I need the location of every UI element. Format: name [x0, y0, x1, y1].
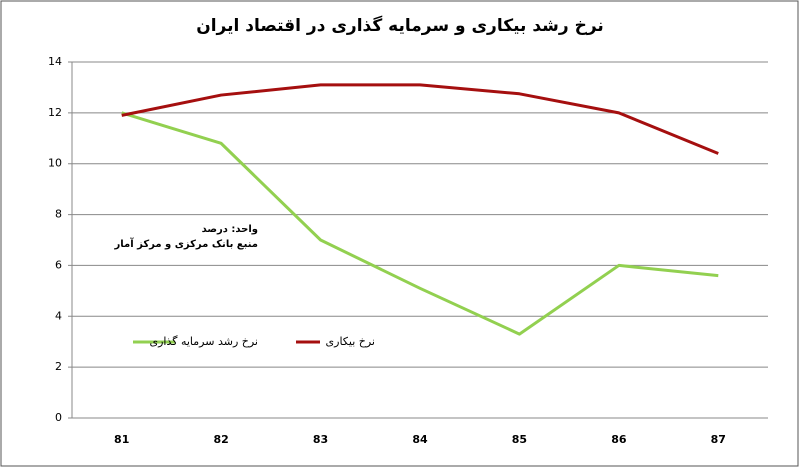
legend-label: نرخ بیکاری — [326, 335, 375, 348]
x-tick-label: 81 — [114, 433, 129, 446]
y-tick-label: 4 — [55, 309, 62, 322]
y-tick-label: 12 — [48, 106, 62, 119]
x-tick-label: 85 — [512, 433, 527, 446]
annotation: واحد: درصد — [202, 224, 258, 235]
line-series — [121, 111, 719, 336]
x-tick-label: 82 — [213, 433, 228, 446]
legend-label: نرخ رشد سرمایه گذاری — [149, 335, 258, 348]
y-tick-label: 8 — [55, 208, 62, 221]
chart-title: نرخ رشد بیکاری و سرمایه گذاری در اقتصاد … — [196, 15, 604, 36]
x-tick-label: 86 — [611, 433, 627, 446]
x-tick-label: 83 — [313, 433, 328, 446]
y-tick-label: 10 — [48, 157, 62, 170]
y-tick-label: 2 — [55, 360, 62, 373]
y-tick-label: 0 — [55, 411, 62, 424]
x-tick-label: 84 — [412, 433, 428, 446]
x-tick-label: 87 — [711, 433, 726, 446]
line-series — [121, 83, 719, 155]
y-tick-label: 6 — [55, 258, 62, 271]
y-tick-label: 14 — [48, 55, 62, 68]
annotation: منبع بانک مرکزی و مرکز آمار — [113, 237, 258, 250]
